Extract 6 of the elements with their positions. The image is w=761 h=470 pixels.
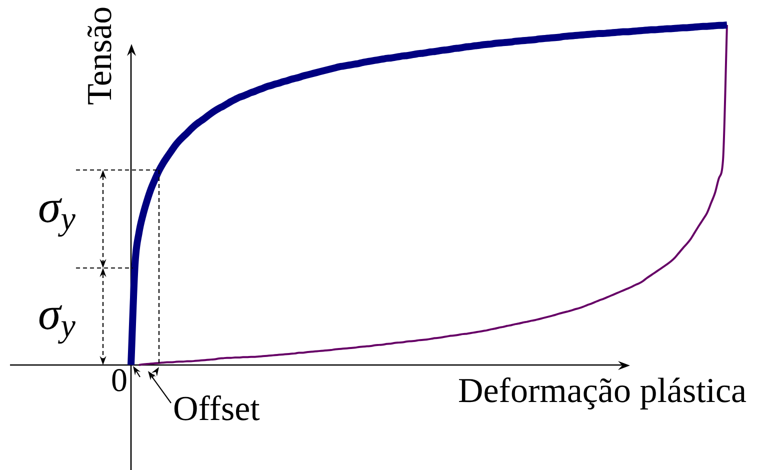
x-axis-title: Deformação plástica <box>458 370 747 410</box>
text: σ$_{y}$ <box>38 288 76 345</box>
text: 0 <box>111 363 128 400</box>
text: σ$_{y}$ <box>38 181 76 238</box>
text: Offset <box>173 388 260 428</box>
y-axis-title: Tensão <box>80 6 119 105</box>
